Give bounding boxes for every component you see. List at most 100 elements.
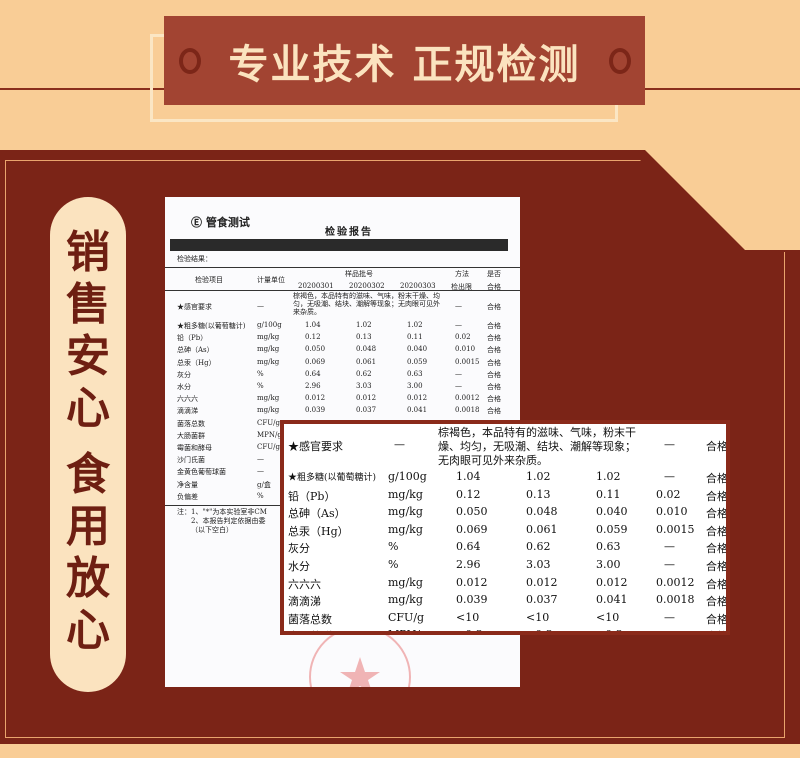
row-result: 合格	[487, 370, 501, 379]
mag-row-item: 滴滴涕	[288, 595, 321, 609]
row-value: 0.041	[407, 406, 428, 415]
mag-row-value: 0.039	[456, 593, 488, 607]
mag-row-unit: %	[388, 558, 399, 571]
row-item: 沙门氏菌	[177, 456, 205, 465]
slogan-char: 放	[66, 553, 110, 604]
mag-row-value: 0.037	[526, 593, 558, 607]
mag-row-value: 0.059	[596, 522, 628, 536]
header-batch-no: 20200301	[298, 282, 334, 290]
row-item: 菌落总数	[177, 419, 205, 428]
slogan-pill: 销售安心食用放心	[50, 197, 126, 692]
row-value: 0.64	[305, 369, 321, 378]
mag-row-unit: MPN/g	[388, 628, 428, 635]
mag-row-limit: —	[664, 628, 675, 635]
header-pass2: 合格	[487, 283, 501, 291]
row-value: 0.037	[356, 406, 377, 415]
row-item: 大肠菌群	[177, 431, 205, 440]
mag-row-result: 合格	[706, 595, 728, 609]
mag-row-item: 六六六	[288, 577, 321, 591]
header-batch-no: 20200303	[400, 282, 436, 290]
mag-row-value: 0.13	[526, 487, 551, 501]
row-unit: mg/kg	[257, 333, 280, 342]
row-value: 0.012	[407, 394, 428, 403]
header-pass: 是否	[487, 270, 501, 278]
row-result: 合格	[487, 358, 501, 367]
mag-row-unit: mg/kg	[388, 575, 423, 589]
row-item: 六六六	[177, 395, 198, 404]
mag-row-value: <10	[526, 610, 550, 624]
row-limit: 0.0018	[455, 406, 480, 415]
mag-row-result: 合格	[706, 577, 728, 591]
mag-row-limit: 0.0015	[656, 522, 695, 536]
mag-row-unit: CFU/g	[388, 610, 425, 624]
row-limit: 0.0012	[455, 394, 480, 403]
slogan-char: 售	[66, 279, 110, 330]
row-result: 合格	[487, 346, 501, 355]
note-line: 2、本报告判定依据由委	[191, 517, 266, 525]
row-unit: CFU/g	[257, 418, 280, 427]
mag-row-item: 菌落总数	[288, 612, 332, 626]
mag-row-result: 合格	[706, 560, 728, 573]
row-limit: —	[455, 369, 462, 378]
report-logo: Ⓔ 管食测试	[191, 214, 250, 230]
mag-row-value: 2.96	[456, 558, 481, 571]
bottom-strip	[0, 744, 800, 758]
mag-row-value: <0.3	[456, 628, 483, 635]
row-value: 0.62	[356, 369, 372, 378]
mag-row-value: 0.12	[456, 487, 481, 501]
mag-row-value: 0.11	[596, 487, 621, 501]
mag-row-value: 0.061	[526, 522, 558, 536]
row-result: 合格	[487, 407, 501, 416]
row-value: 3.03	[356, 382, 372, 390]
slogan-char: 销	[66, 227, 110, 278]
note-line: 注：1、"*"为本实验室非CM	[177, 508, 267, 516]
row-unit: %	[257, 382, 264, 390]
row-unit: MPN/g	[257, 430, 282, 439]
slogan-char: 用	[66, 501, 110, 552]
row-result: 合格	[487, 395, 501, 404]
row-value: 0.039	[305, 406, 326, 415]
row-item: 霉菌和酵母	[177, 444, 212, 452]
mag-row-value: <0.3	[526, 628, 553, 635]
row-item: 总汞（Hg）	[177, 358, 216, 367]
mag-row-value: <10	[456, 610, 480, 624]
row-item: 水分	[177, 383, 191, 391]
mag-row-value: 1.02	[596, 470, 621, 483]
row-value: 0.11	[407, 333, 423, 342]
row-value: 0.059	[407, 357, 428, 366]
mag-row-unit: mg/kg	[388, 522, 423, 536]
mag-row-value: 3.03	[526, 558, 551, 571]
row-result: 合格	[487, 322, 501, 330]
mag-row-result: 合格	[706, 507, 728, 521]
mag-row-value: 1.04	[456, 470, 481, 483]
row-result: 合格	[487, 334, 501, 343]
mag-row-limit: —	[664, 438, 675, 451]
row-item: 铅（Pb）	[177, 334, 208, 343]
mag-row-item: ★粗多糖(以葡萄糖计)	[288, 473, 377, 483]
mag-row-limit: —	[664, 470, 675, 483]
row-value: 0.069	[305, 357, 326, 366]
redacted-bar	[170, 239, 508, 251]
slogan-char: 心	[66, 383, 110, 434]
mag-row-unit: g/100g	[388, 470, 427, 483]
row-value: 1.04	[305, 321, 321, 329]
row-limit: 0.0015	[455, 357, 480, 366]
row-unit: mg/kg	[257, 394, 280, 403]
mag-row-result: 合格	[706, 440, 728, 453]
row-limit: 0.010	[455, 345, 476, 354]
row-limit: —	[455, 382, 462, 390]
row-desc: 棕褐色，本品特有的滋味、气味，粉末干燥、均匀，无吸潮、结块、潮解等现象；无肉眼可…	[293, 292, 440, 316]
note-line: （以下空白）	[191, 526, 233, 534]
banner-title: 专业技术 正规检测	[228, 40, 581, 88]
header-method: 方法	[455, 270, 469, 278]
row-limit: —	[455, 321, 462, 329]
row-item: 总砷（As）	[177, 346, 214, 355]
mag-row-limit: 0.0018	[656, 593, 695, 607]
mag-row-item: 大肠菌群	[288, 628, 332, 631]
mag-row-value: 0.012	[526, 575, 558, 589]
row-unit: —	[257, 455, 264, 464]
mag-row-value: <0.3	[596, 628, 623, 635]
row-value: 0.12	[305, 333, 321, 342]
header-batch: 样品批号	[345, 270, 373, 278]
row-value: 0.050	[305, 345, 326, 354]
